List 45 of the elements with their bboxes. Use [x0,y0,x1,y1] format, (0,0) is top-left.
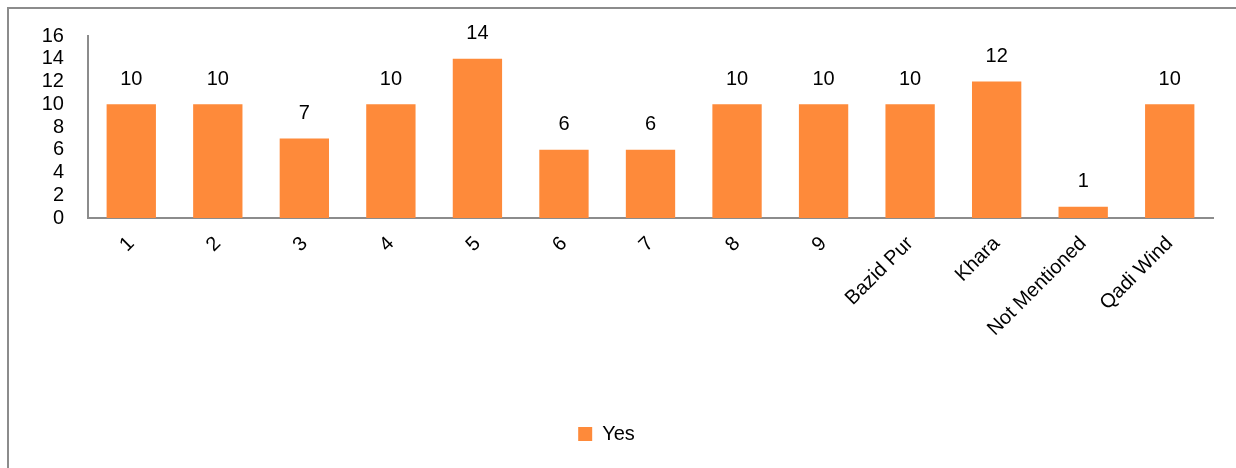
y-tick-label: 12 [41,69,64,92]
data-label: 10 [379,66,403,89]
data-label: 10 [206,66,229,89]
bar [798,104,849,218]
data-label: 10 [812,66,835,89]
bar [279,138,330,218]
x-tick-label: 5 [460,231,485,256]
y-tick-label: 4 [52,160,64,183]
data-label: 7 [298,100,310,123]
x-tick-label: 3 [287,231,312,256]
x-tick-label: 1 [114,231,138,256]
data-label: 10 [1158,66,1181,89]
x-tick-label: 9 [806,231,831,256]
data-label: 1 [1077,169,1089,192]
bar [885,104,935,218]
data-label: 6 [644,112,657,135]
y-tick-label: 0 [52,205,64,228]
bar [106,104,156,218]
bar [366,104,416,218]
x-tick-label: 6 [547,231,571,256]
bar [625,149,676,218]
x-tick-label: 8 [720,231,744,256]
data-label: 10 [120,66,143,89]
bar [1058,206,1108,218]
bar [539,149,589,218]
bar [971,81,1022,218]
y-tick-label: 2 [52,182,64,205]
y-tick-label: 10 [41,91,64,114]
x-tick-label: 4 [374,231,398,256]
data-label: 14 [466,21,489,44]
bar [193,104,243,218]
data-label: 6 [558,112,570,135]
y-tick-label: 16 [41,23,64,46]
bar [1145,104,1195,218]
bar [452,58,503,218]
x-tick-label: 2 [201,231,225,256]
data-label: 12 [985,44,1008,67]
y-tick-label: 14 [41,46,64,69]
legend-label: Yes [602,421,635,444]
bar [712,104,762,218]
x-tick-label: 7 [633,231,658,256]
y-tick-label: 6 [52,137,64,160]
data-label: 10 [898,66,922,89]
data-label: 10 [725,66,749,89]
y-tick-label: 8 [52,114,64,137]
